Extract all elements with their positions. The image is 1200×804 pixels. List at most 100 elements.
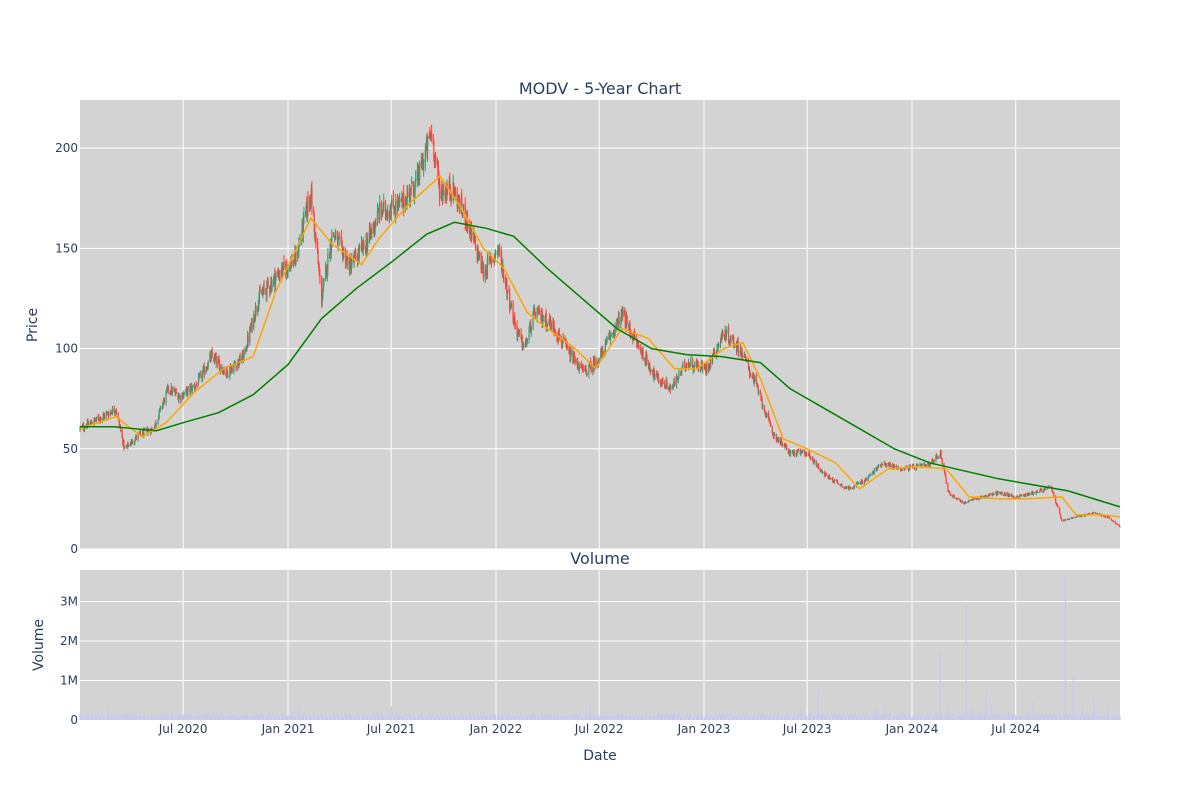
candle-body — [656, 373, 658, 376]
volume-bar — [893, 716, 895, 720]
candle-body — [797, 449, 800, 451]
volume-y-axis-label: Volume — [31, 619, 47, 671]
volume-bar — [231, 716, 233, 720]
candle-body — [123, 440, 125, 449]
volume-bar — [1037, 714, 1039, 720]
candle-body — [370, 231, 372, 236]
candle-body — [698, 369, 700, 371]
volume-bar — [650, 716, 652, 720]
volume-bar — [881, 714, 883, 720]
candle-body — [423, 160, 425, 169]
volume-bar — [582, 717, 584, 720]
candle-body — [703, 364, 706, 368]
candle-body — [534, 308, 536, 314]
candle-body — [578, 364, 580, 371]
candle-body — [961, 500, 963, 504]
candle-body — [804, 450, 806, 455]
candle-body — [849, 487, 852, 490]
candle-body — [469, 223, 471, 235]
candle-body — [425, 149, 427, 151]
candle-body — [93, 418, 95, 424]
candle-body — [637, 343, 639, 345]
candle-body — [825, 473, 828, 476]
volume-bar — [143, 716, 145, 720]
volume-bar — [155, 715, 157, 720]
volume-bar — [413, 715, 416, 720]
candle-body — [636, 338, 638, 344]
volume-bar — [725, 714, 727, 720]
candle-body — [114, 411, 116, 414]
volume-bar — [945, 716, 947, 720]
candle-body — [313, 209, 315, 216]
candle-body — [315, 233, 317, 242]
volume-bar — [1101, 717, 1103, 720]
candle-body — [873, 469, 875, 474]
candle-body — [841, 483, 843, 487]
candle-body — [649, 369, 652, 373]
candle-body — [450, 193, 452, 199]
candle-body — [347, 256, 349, 269]
candle-body — [334, 235, 336, 240]
volume-bar — [1005, 714, 1007, 720]
volume-bar — [159, 717, 161, 720]
volume-bar — [550, 716, 552, 720]
candle-body — [211, 351, 213, 357]
candle-body — [134, 438, 136, 441]
volume-bar — [841, 715, 844, 720]
candle-body — [928, 462, 930, 467]
candle-body — [868, 475, 870, 477]
volume-bar — [235, 717, 237, 720]
candle-body — [788, 449, 791, 455]
volume-bar — [299, 716, 301, 720]
candle-body — [733, 337, 735, 347]
candle-body — [584, 368, 586, 372]
candle-body — [411, 180, 413, 185]
volume-bar — [391, 714, 393, 720]
candle-body — [758, 391, 760, 393]
volume-bar — [477, 714, 479, 720]
candle-body — [626, 316, 628, 324]
candle-body — [484, 271, 486, 278]
candle-body — [392, 198, 395, 209]
candle-body — [760, 397, 763, 401]
volume-bar — [195, 715, 197, 720]
volume-bar — [319, 716, 321, 720]
candle-body — [680, 370, 682, 373]
candle-body — [1078, 515, 1081, 517]
candle-body — [512, 303, 514, 320]
candle-body — [909, 465, 911, 467]
candle-body — [552, 321, 555, 324]
candle-body — [765, 416, 767, 418]
candle-body — [747, 361, 750, 367]
candle-body — [1093, 512, 1095, 514]
volume-bar — [291, 716, 293, 720]
candle-body — [434, 154, 437, 161]
volume-bar — [837, 714, 839, 720]
candle-body — [596, 362, 598, 364]
candle-body — [506, 280, 508, 294]
candle-body — [1051, 488, 1053, 492]
candle-body — [605, 339, 608, 343]
candle-body — [269, 286, 271, 291]
volume-bar — [1025, 716, 1027, 720]
candle-body — [103, 413, 105, 415]
candle-body — [552, 321, 554, 329]
volume-bar — [87, 715, 90, 720]
volume-bar — [303, 717, 305, 720]
candle-body — [586, 371, 588, 376]
candle-body — [376, 210, 379, 226]
volume-bar — [538, 716, 540, 720]
candle-body — [339, 237, 341, 239]
candle-body — [726, 329, 728, 333]
candle-body — [311, 189, 313, 209]
volume-bar — [849, 715, 852, 720]
volume-bar — [482, 716, 485, 720]
volume-bar — [845, 716, 848, 720]
candle-body — [165, 391, 167, 403]
volume-bar — [813, 716, 816, 720]
candle-body — [967, 501, 970, 503]
candle-body — [454, 190, 457, 193]
volume-bar — [642, 717, 644, 720]
candle-body — [1015, 496, 1017, 498]
candle-body — [103, 414, 106, 418]
